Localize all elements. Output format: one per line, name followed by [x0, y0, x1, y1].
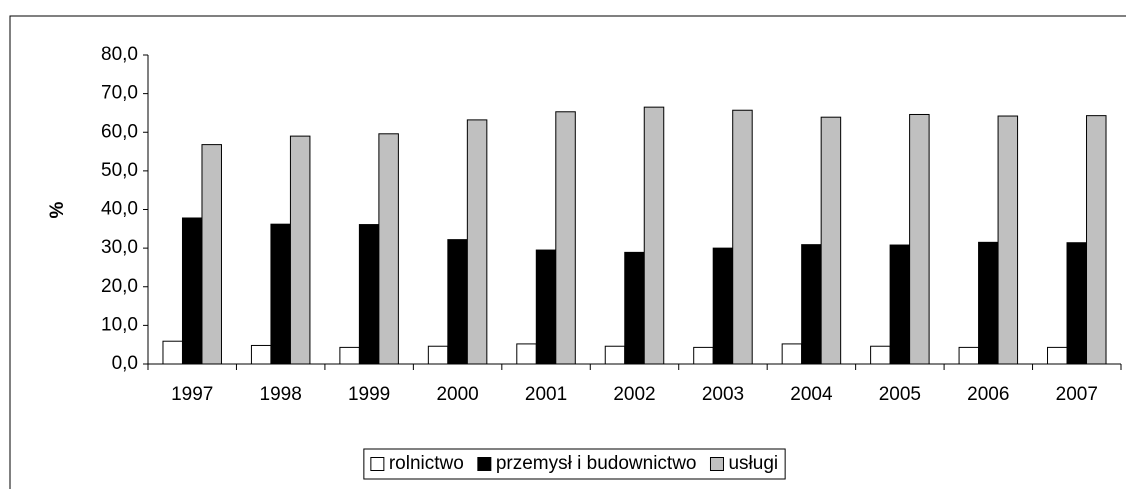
bar — [870, 345, 891, 365]
bar — [978, 241, 999, 365]
x-tick-label: 2003 — [702, 384, 744, 405]
y-tick-label: 50,0 — [101, 160, 138, 181]
bar — [958, 346, 980, 365]
bar — [732, 109, 753, 365]
x-tick-label: 2006 — [967, 384, 1009, 405]
y-tick-label: 60,0 — [101, 121, 138, 142]
bar — [516, 343, 537, 365]
bar — [427, 345, 449, 365]
legend-frame — [363, 448, 786, 480]
bar — [289, 135, 311, 365]
y-tick-label: 70,0 — [101, 83, 138, 104]
y-tick-label: 80,0 — [101, 44, 138, 65]
y-tick-label: 40,0 — [101, 199, 138, 220]
bar — [181, 217, 203, 365]
bar — [201, 144, 222, 365]
bar — [997, 115, 1019, 365]
y-tick-label: 20,0 — [101, 276, 138, 297]
bar — [270, 223, 291, 365]
y-tick-label: 0,0 — [112, 353, 138, 374]
x-tick-label: 2000 — [436, 384, 478, 405]
bar — [712, 247, 734, 365]
bar — [693, 346, 714, 365]
bar — [624, 251, 645, 365]
legend-label: przemysł i budownictwo — [496, 453, 697, 474]
x-tick-label: 2005 — [879, 384, 921, 405]
bar — [889, 244, 911, 365]
legend-swatch — [709, 457, 724, 471]
bar — [1047, 346, 1068, 365]
chart-frame — [9, 15, 1126, 489]
y-tick-label: 30,0 — [101, 237, 138, 258]
x-tick-label: 1999 — [348, 384, 390, 405]
bar — [604, 345, 626, 365]
bar — [162, 340, 183, 365]
x-tick-label: 2004 — [790, 384, 833, 405]
bar — [466, 119, 488, 365]
legend-label: rolnictwo — [389, 453, 464, 474]
x-tick-label: 1998 — [260, 384, 302, 405]
bar — [820, 116, 842, 365]
bar — [339, 346, 360, 365]
bar — [250, 344, 272, 365]
bar — [447, 239, 468, 365]
y-tick-label: 10,0 — [101, 314, 138, 335]
bar — [909, 113, 930, 365]
bar — [781, 343, 803, 365]
legend-swatch — [370, 457, 385, 471]
legend-label: usługi — [728, 453, 778, 474]
bar — [378, 133, 399, 365]
bar — [643, 106, 665, 365]
x-tick-label: 2007 — [1056, 384, 1098, 405]
bar — [555, 111, 576, 365]
bar — [801, 244, 822, 365]
bar — [1086, 115, 1107, 365]
x-tick-label: 1997 — [171, 384, 213, 405]
x-tick-label: 2001 — [525, 384, 567, 405]
bar — [1066, 242, 1088, 365]
y-axis-label: % — [47, 201, 68, 218]
bar — [535, 249, 557, 365]
bar — [358, 224, 380, 365]
x-tick-label: 2002 — [613, 384, 655, 405]
legend-swatch — [477, 457, 492, 471]
